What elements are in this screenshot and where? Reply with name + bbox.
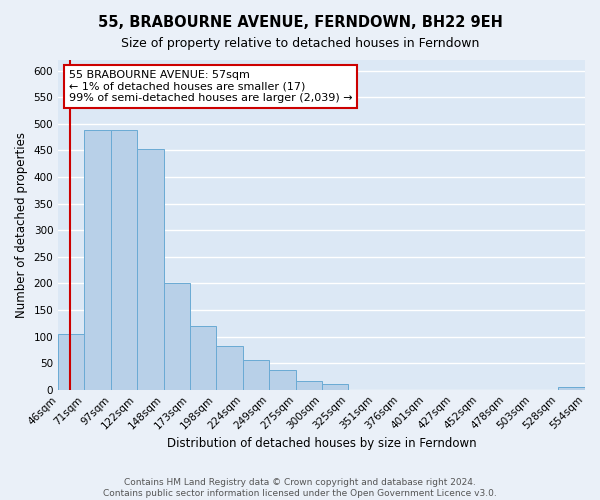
Bar (269, 370, 296, 390)
Bar (190, 326, 216, 390)
Bar (164, 283, 190, 390)
Bar (111, 130, 137, 390)
Bar (216, 346, 243, 390)
X-axis label: Distribution of detached houses by size in Ferndown: Distribution of detached houses by size … (167, 437, 476, 450)
Bar (137, 149, 164, 390)
Text: Contains HM Land Registry data © Crown copyright and database right 2024.
Contai: Contains HM Land Registry data © Crown c… (103, 478, 497, 498)
Text: 55, BRABOURNE AVENUE, FERNDOWN, BH22 9EH: 55, BRABOURNE AVENUE, FERNDOWN, BH22 9EH (98, 15, 502, 30)
Bar (58, 334, 84, 390)
Bar (296, 381, 322, 390)
Bar (243, 360, 269, 390)
Text: 55 BRABOURNE AVENUE: 57sqm
← 1% of detached houses are smaller (17)
99% of semi-: 55 BRABOURNE AVENUE: 57sqm ← 1% of detac… (69, 70, 352, 103)
Text: Size of property relative to detached houses in Ferndown: Size of property relative to detached ho… (121, 38, 479, 51)
Bar (322, 384, 347, 390)
Y-axis label: Number of detached properties: Number of detached properties (15, 132, 28, 318)
Bar (558, 387, 585, 390)
Bar (84, 130, 111, 390)
